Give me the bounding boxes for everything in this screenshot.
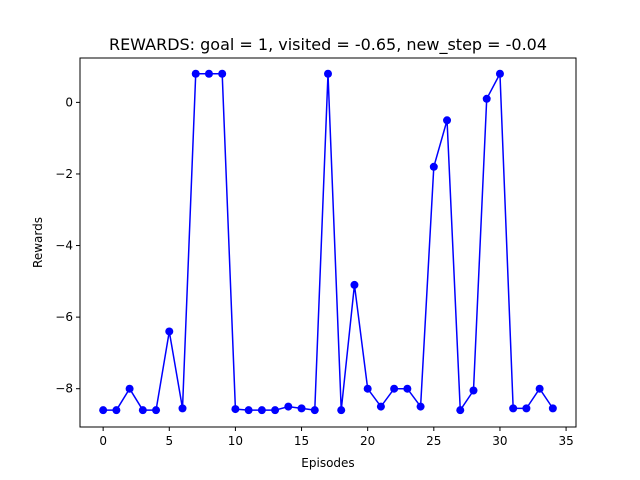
x-tick-label: 35 bbox=[558, 434, 573, 448]
y-tick-label: −6 bbox=[55, 310, 73, 324]
x-tick-label: 15 bbox=[294, 434, 309, 448]
data-point bbox=[417, 403, 425, 411]
y-tick-label: 0 bbox=[65, 95, 73, 109]
data-point bbox=[390, 385, 398, 393]
data-point bbox=[377, 403, 385, 411]
data-point bbox=[324, 70, 332, 78]
data-point bbox=[456, 406, 464, 414]
data-point bbox=[258, 406, 266, 414]
data-point bbox=[443, 116, 451, 124]
data-point bbox=[469, 386, 477, 394]
chart-title: REWARDS: goal = 1, visited = -0.65, new_… bbox=[109, 35, 547, 55]
data-point bbox=[99, 406, 107, 414]
data-point bbox=[509, 404, 517, 412]
x-tick-label: 5 bbox=[165, 434, 173, 448]
data-point bbox=[165, 327, 173, 335]
data-point bbox=[205, 70, 213, 78]
y-tick-label: −8 bbox=[55, 382, 73, 396]
y-axis-label: Rewards bbox=[31, 217, 45, 268]
x-axis-label: Episodes bbox=[301, 456, 354, 470]
data-point bbox=[271, 406, 279, 414]
data-point bbox=[522, 404, 530, 412]
y-tick-label: −2 bbox=[55, 167, 73, 181]
data-point bbox=[126, 385, 134, 393]
data-point bbox=[403, 385, 411, 393]
data-point bbox=[284, 403, 292, 411]
data-point bbox=[430, 163, 438, 171]
data-point bbox=[536, 385, 544, 393]
data-point bbox=[231, 405, 239, 413]
data-point bbox=[549, 404, 557, 412]
x-tick-label: 0 bbox=[99, 434, 107, 448]
data-point bbox=[364, 385, 372, 393]
data-point bbox=[483, 95, 491, 103]
data-point bbox=[152, 406, 160, 414]
data-point bbox=[139, 406, 147, 414]
data-point bbox=[179, 404, 187, 412]
data-point bbox=[496, 70, 504, 78]
data-point bbox=[298, 404, 306, 412]
x-tick-label: 30 bbox=[492, 434, 507, 448]
y-tick-label: −4 bbox=[55, 239, 73, 253]
data-point bbox=[245, 406, 253, 414]
data-point bbox=[337, 406, 345, 414]
data-point bbox=[350, 281, 358, 289]
data-point bbox=[311, 406, 319, 414]
data-point bbox=[192, 70, 200, 78]
x-tick-label: 10 bbox=[228, 434, 243, 448]
x-tick-label: 20 bbox=[360, 434, 375, 448]
data-point bbox=[112, 406, 120, 414]
x-tick-label: 25 bbox=[426, 434, 441, 448]
data-point bbox=[218, 70, 226, 78]
series-line-0 bbox=[103, 74, 553, 410]
